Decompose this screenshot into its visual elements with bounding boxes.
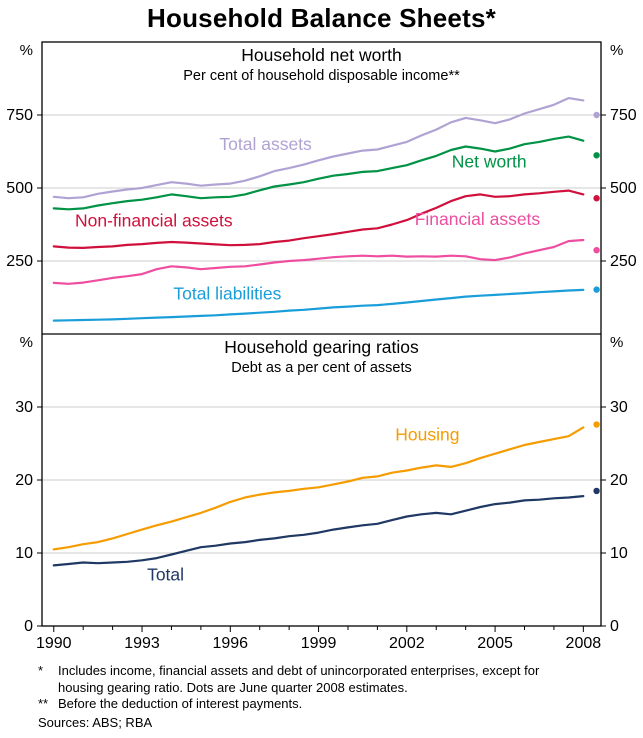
series-label-total-assets: Total assets bbox=[219, 134, 312, 154]
y-tick-label: 750 bbox=[610, 107, 637, 124]
y-tick-label: 500 bbox=[6, 180, 33, 197]
x-tick-label: 1999 bbox=[301, 635, 337, 652]
series-label-total-liabilities: Total liabilities bbox=[173, 283, 281, 303]
percent-label: % bbox=[610, 334, 623, 351]
panel-subtitle: Debt as a per cent of assets bbox=[231, 360, 412, 376]
panel-subtitle: Per cent of household disposable income*… bbox=[183, 68, 460, 84]
dot-non-financial-assets bbox=[593, 194, 600, 202]
y-tick-label: 250 bbox=[6, 253, 33, 270]
series-line-housing bbox=[52, 426, 585, 551]
series-label-total: Total bbox=[147, 565, 184, 585]
x-tick-label: 1990 bbox=[36, 635, 72, 652]
balance-sheets-chart: 250 250 500 500 750 750 0 0 10 10 20 20 30 30 Total as… bbox=[6, 41, 637, 652]
x-tick-label: 2008 bbox=[566, 635, 602, 652]
x-tick-label: 2002 bbox=[389, 635, 425, 652]
panel-title: Household net worth bbox=[241, 45, 402, 65]
percent-label: % bbox=[20, 42, 33, 59]
y-tick-label: 750 bbox=[6, 107, 33, 124]
series-line-non-financial-assets bbox=[52, 189, 585, 249]
dot-financial-assets bbox=[593, 246, 600, 254]
y-tick-label: 0 bbox=[24, 618, 33, 635]
y-tick-label: 0 bbox=[610, 618, 619, 635]
footnote: ** Before the deduction of interest paym… bbox=[38, 696, 633, 713]
x-tick-label: 1996 bbox=[212, 635, 248, 652]
panel-title: Household gearing ratios bbox=[224, 337, 419, 357]
y-tick-label: 30 bbox=[610, 399, 628, 416]
y-tick-label: 20 bbox=[15, 472, 33, 489]
series-line-total-assets bbox=[52, 96, 585, 200]
percent-label: % bbox=[610, 42, 623, 59]
footnote: * Includes income, financial assets and … bbox=[38, 663, 633, 696]
dot-housing bbox=[593, 421, 600, 428]
y-tick-label: 20 bbox=[610, 472, 628, 489]
footnote-marker: ** bbox=[38, 696, 49, 712]
footnote-marker: * bbox=[38, 662, 44, 678]
footnote-text: Before the deduction of interest payment… bbox=[58, 696, 303, 712]
percent-label: % bbox=[20, 334, 33, 351]
x-tick-label: 1993 bbox=[124, 635, 160, 652]
footnote-text: Includes income, financial assets and de… bbox=[58, 662, 540, 695]
y-tick-label: 10 bbox=[15, 545, 33, 562]
dot-total bbox=[593, 487, 600, 495]
series-line-total-liabilities bbox=[52, 288, 585, 322]
series-line-total bbox=[52, 494, 585, 567]
series-label-housing: Housing bbox=[395, 424, 459, 444]
dot-total-liabilities bbox=[593, 286, 600, 293]
dot-net-worth bbox=[593, 151, 600, 159]
y-tick-label: 10 bbox=[610, 545, 628, 562]
series-label-net-worth: Net worth bbox=[452, 151, 527, 171]
chart-title: Household Balance Sheets* bbox=[147, 3, 496, 33]
footnotes: * Includes income, financial assets and … bbox=[38, 663, 633, 732]
y-tick-label: 250 bbox=[610, 253, 637, 270]
dot-total-assets bbox=[593, 111, 600, 119]
series-label-non-financial-assets: Non-financial assets bbox=[75, 210, 233, 230]
sources-line: Sources: ABS; RBA bbox=[38, 714, 153, 730]
series-line-net-worth bbox=[52, 135, 585, 211]
x-tick-label: 2005 bbox=[477, 635, 513, 652]
y-tick-label: 30 bbox=[15, 399, 33, 416]
series-label-financial-assets: Financial assets bbox=[415, 209, 541, 229]
y-tick-label: 500 bbox=[610, 180, 637, 197]
series-line-financial-assets bbox=[52, 238, 585, 285]
